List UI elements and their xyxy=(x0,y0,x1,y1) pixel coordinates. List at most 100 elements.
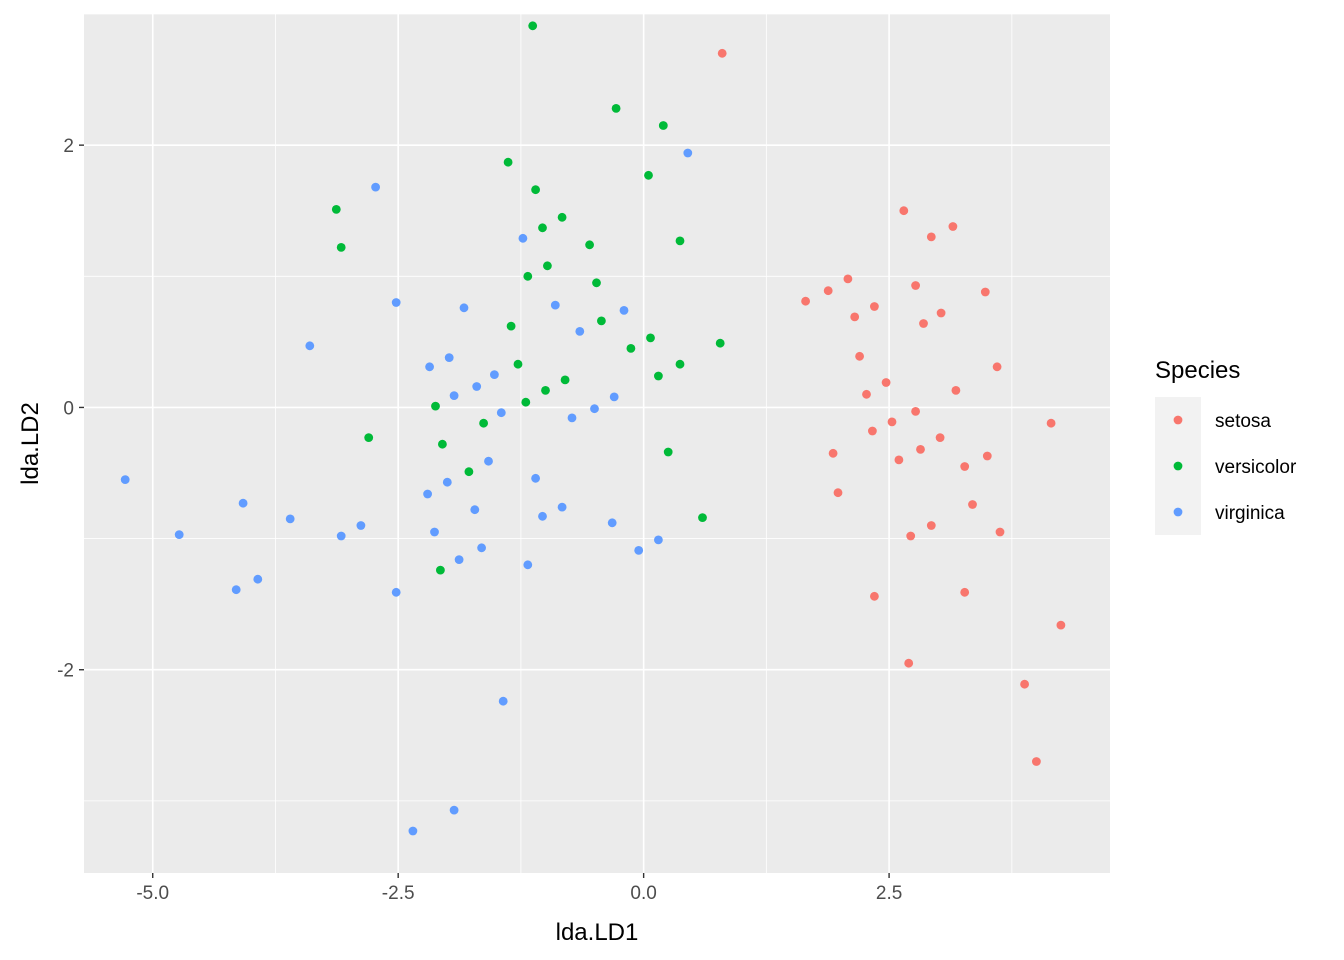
point-versicolor xyxy=(531,185,540,195)
point-versicolor xyxy=(675,236,685,246)
point-setosa xyxy=(870,591,879,601)
point-setosa xyxy=(980,287,990,297)
point-setosa xyxy=(801,296,810,306)
point-setosa xyxy=(828,448,838,458)
point-versicolor xyxy=(585,240,594,250)
point-setosa xyxy=(992,362,1002,372)
point-setosa xyxy=(850,312,860,322)
y-tick-label: 0 xyxy=(63,398,74,419)
point-setosa xyxy=(899,206,909,216)
point-virginica xyxy=(538,511,547,521)
legend-label-versicolor: versicolor xyxy=(1215,457,1297,478)
legend-key-setosa xyxy=(1173,415,1183,425)
x-axis-title: lda.LD1 xyxy=(556,919,639,946)
point-virginica xyxy=(305,341,315,351)
point-setosa xyxy=(887,417,897,427)
point-virginica xyxy=(683,148,693,158)
point-setosa xyxy=(982,451,992,461)
point-versicolor xyxy=(658,121,668,130)
x-tick-label: 0.0 xyxy=(630,883,656,904)
y-tick-label: 2 xyxy=(63,136,74,157)
point-setosa xyxy=(906,531,916,541)
point-versicolor xyxy=(597,316,606,326)
point-virginica xyxy=(567,413,577,423)
point-setosa xyxy=(926,232,936,242)
point-virginica xyxy=(484,456,493,466)
point-versicolor xyxy=(506,321,516,331)
legend-key-versicolor xyxy=(1173,461,1183,471)
point-virginica xyxy=(557,502,567,512)
point-setosa xyxy=(870,302,879,311)
point-virginica xyxy=(477,543,486,553)
point-setosa xyxy=(919,319,928,328)
point-setosa xyxy=(904,658,914,668)
x-tick-label: -5.0 xyxy=(136,883,169,904)
point-versicolor xyxy=(715,338,725,348)
point-virginica xyxy=(575,327,585,336)
point-versicolor xyxy=(541,386,550,395)
point-virginica xyxy=(408,826,418,836)
point-virginica xyxy=(391,587,401,597)
point-setosa xyxy=(717,48,727,58)
point-virginica xyxy=(120,475,130,484)
point-versicolor xyxy=(528,21,538,31)
point-virginica xyxy=(444,353,454,362)
point-virginica xyxy=(253,574,263,584)
point-versicolor xyxy=(336,243,346,252)
point-versicolor xyxy=(675,359,685,369)
point-versicolor xyxy=(479,418,488,428)
point-virginica xyxy=(371,182,380,192)
point-versicolor xyxy=(646,333,655,343)
point-virginica xyxy=(423,489,432,499)
point-virginica xyxy=(472,382,482,391)
x-axis-ticks: -5.0 -2.5 0.0 2.5 xyxy=(136,873,902,904)
legend-label-virginica: virginica xyxy=(1215,503,1285,524)
point-virginica xyxy=(425,362,434,372)
point-virginica xyxy=(231,585,241,595)
point-setosa xyxy=(862,389,871,399)
point-setosa xyxy=(948,222,958,231)
point-versicolor xyxy=(626,344,636,353)
point-virginica xyxy=(609,392,619,402)
point-versicolor xyxy=(611,104,621,113)
point-virginica xyxy=(518,233,528,243)
point-virginica xyxy=(634,546,644,555)
point-virginica xyxy=(454,555,464,564)
point-versicolor xyxy=(644,170,653,180)
point-setosa xyxy=(1056,620,1066,630)
point-versicolor xyxy=(436,565,445,575)
point-setosa xyxy=(1046,418,1056,428)
point-setosa xyxy=(951,386,961,395)
point-versicolor xyxy=(698,513,707,522)
point-setosa xyxy=(935,433,945,442)
y-tick-label: -2 xyxy=(57,661,74,682)
point-virginica xyxy=(449,805,459,815)
point-virginica xyxy=(174,530,184,539)
point-virginica xyxy=(459,303,469,313)
point-virginica xyxy=(619,306,629,315)
point-setosa xyxy=(823,286,833,296)
plot-panel xyxy=(84,14,1110,873)
minor-gridlines xyxy=(84,13,1110,873)
y-axis-title: lda.LD2 xyxy=(17,402,44,485)
point-versicolor xyxy=(523,271,533,281)
point-versicolor xyxy=(592,278,601,288)
point-setosa xyxy=(868,426,877,436)
point-setosa xyxy=(911,407,920,416)
point-versicolor xyxy=(538,223,547,233)
legend-title: Species xyxy=(1155,357,1240,384)
point-virginica xyxy=(590,404,599,414)
point-versicolor xyxy=(543,261,552,271)
point-versicolor xyxy=(503,157,513,167)
point-setosa xyxy=(936,308,946,318)
point-setosa xyxy=(926,521,936,530)
point-virginica xyxy=(285,514,295,524)
point-versicolor xyxy=(557,212,567,222)
point-setosa xyxy=(833,488,843,498)
point-versicolor xyxy=(431,401,440,411)
point-virginica xyxy=(442,477,452,487)
point-versicolor xyxy=(560,375,570,385)
point-virginica xyxy=(336,531,346,541)
point-versicolor xyxy=(464,467,474,477)
x-tick-label: 2.5 xyxy=(876,883,902,904)
